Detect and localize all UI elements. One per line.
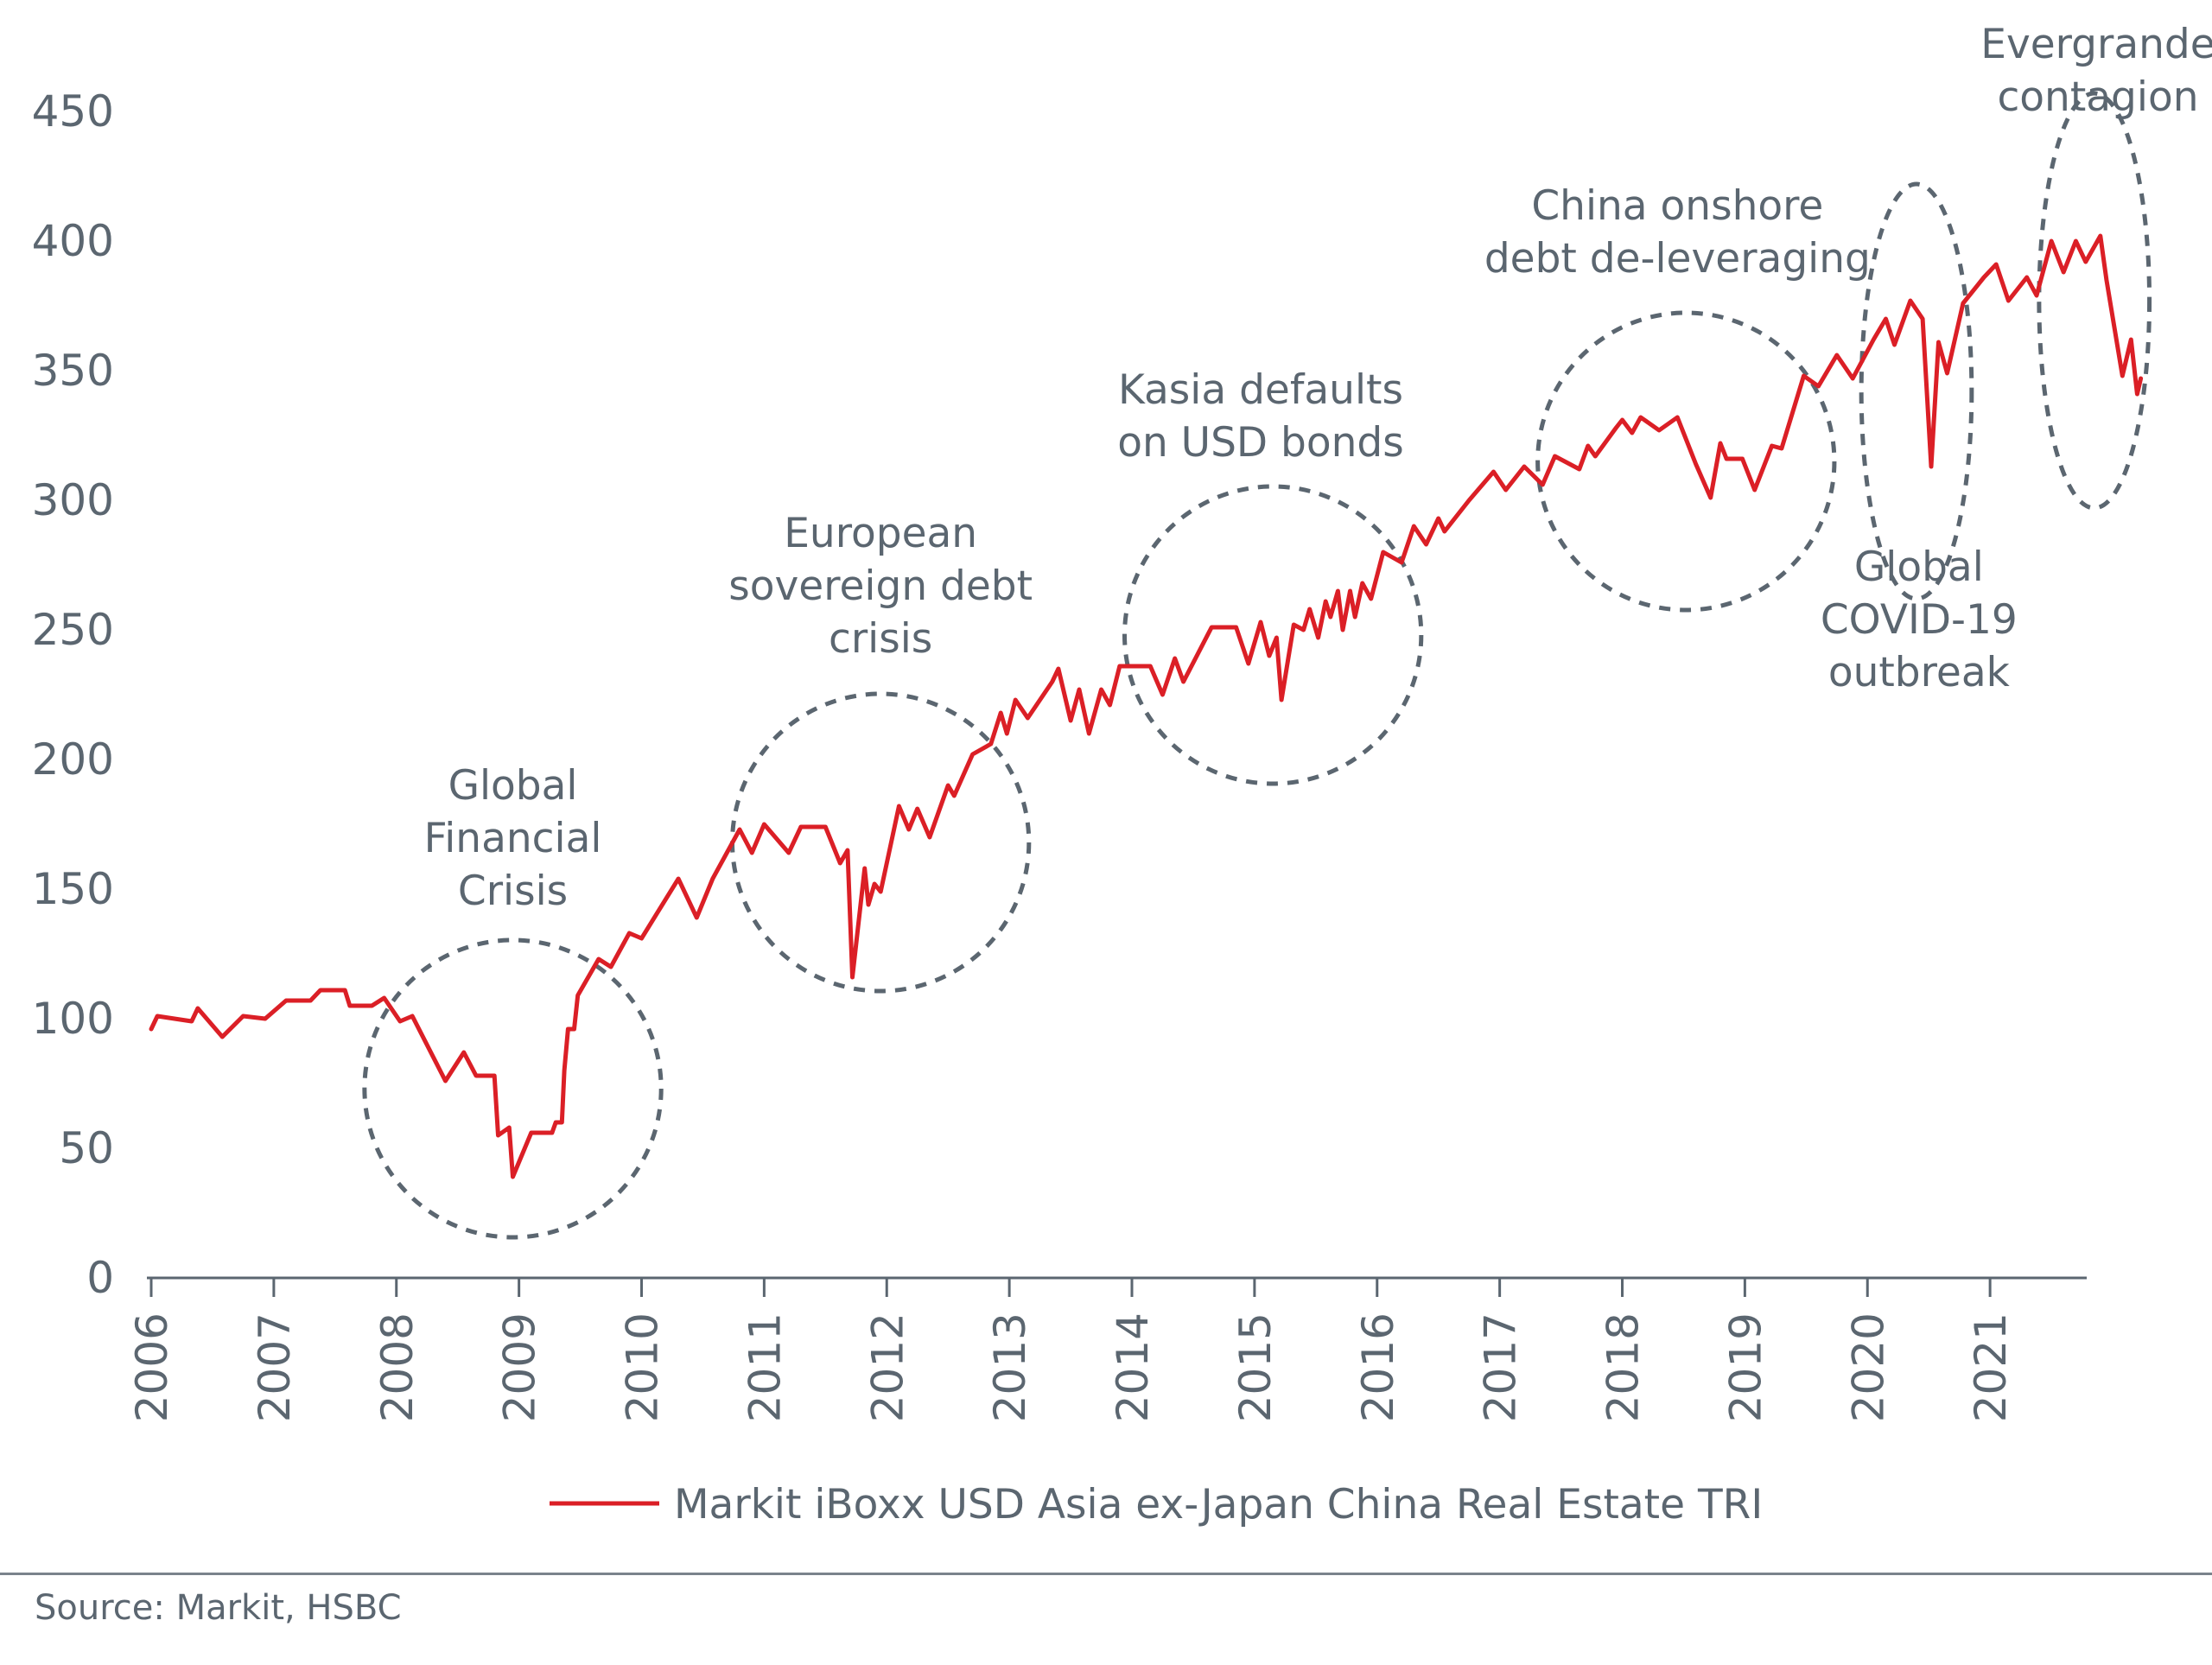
annotation-label: contagion [1997, 73, 2198, 121]
x-tick-label: 2021 [1966, 1312, 2016, 1422]
y-tick-label: 100 [32, 994, 114, 1044]
legend-label: Markit iBoxx USD Asia ex-Japan China Rea… [674, 1481, 1763, 1528]
footer-divider [0, 1573, 2212, 1575]
annotation-label: Evergrande [1980, 21, 2212, 68]
annotation-label: European [784, 510, 977, 557]
x-tick-label: 2013 [985, 1312, 1035, 1422]
annotation-label: debt de-leveraging [1484, 235, 1871, 283]
annotation-circle [1122, 484, 1424, 786]
x-tick-label: 2015 [1230, 1312, 1281, 1422]
x-tick-label: 2017 [1476, 1312, 1526, 1422]
x-tick-label: 2007 [250, 1312, 300, 1422]
annotation-label: sovereign debt [728, 562, 1033, 610]
annotation-label: COVID-19 [1821, 596, 2018, 644]
annotation-label: Financial [424, 815, 602, 862]
annotation-label: Kasia defaults [1118, 366, 1403, 414]
annotation-label: outbreak [1828, 649, 2011, 696]
series-line [149, 233, 2144, 1179]
annotation-label: China onshore [1531, 182, 1823, 230]
annotation-label: on USD bonds [1117, 419, 1404, 467]
annotation-label: crisis [829, 615, 932, 663]
x-tick-label: 2018 [1599, 1312, 1649, 1422]
x-tick-label: 2010 [618, 1312, 668, 1422]
x-tick-label: 2019 [1720, 1312, 1770, 1422]
annotation-label: Global [448, 762, 578, 810]
x-tick-label: 2016 [1353, 1312, 1403, 1422]
y-tick-label: 50 [59, 1123, 114, 1173]
source-note: Source: Markit, HSBC [35, 1588, 402, 1628]
x-tick-label: 2020 [1843, 1312, 1893, 1422]
y-tick-label: 0 [86, 1253, 114, 1303]
y-tick-label: 300 [32, 475, 114, 525]
annotation-circle [362, 937, 664, 1240]
y-tick-label: 250 [32, 605, 114, 655]
y-tick-label: 150 [32, 864, 114, 914]
x-tick-label: 2014 [1108, 1312, 1158, 1422]
x-tick-label: 2006 [127, 1312, 177, 1422]
x-tick-label: 2012 [862, 1312, 912, 1422]
x-tick-label: 2011 [740, 1312, 790, 1422]
annotation-label: Crisis [458, 867, 568, 915]
x-tick-label: 2008 [372, 1312, 423, 1422]
annotation-circle [729, 691, 1032, 994]
annotation-circle [1859, 181, 1974, 601]
annotation-circle [1535, 310, 1837, 613]
annotation-label: Global [1854, 543, 1984, 591]
x-tick-label: 2009 [495, 1312, 545, 1422]
annotation-circle [2037, 91, 2152, 511]
y-tick-label: 450 [32, 86, 114, 137]
y-tick-label: 400 [32, 216, 114, 266]
y-tick-label: 350 [32, 346, 114, 396]
y-tick-label: 200 [32, 734, 114, 785]
